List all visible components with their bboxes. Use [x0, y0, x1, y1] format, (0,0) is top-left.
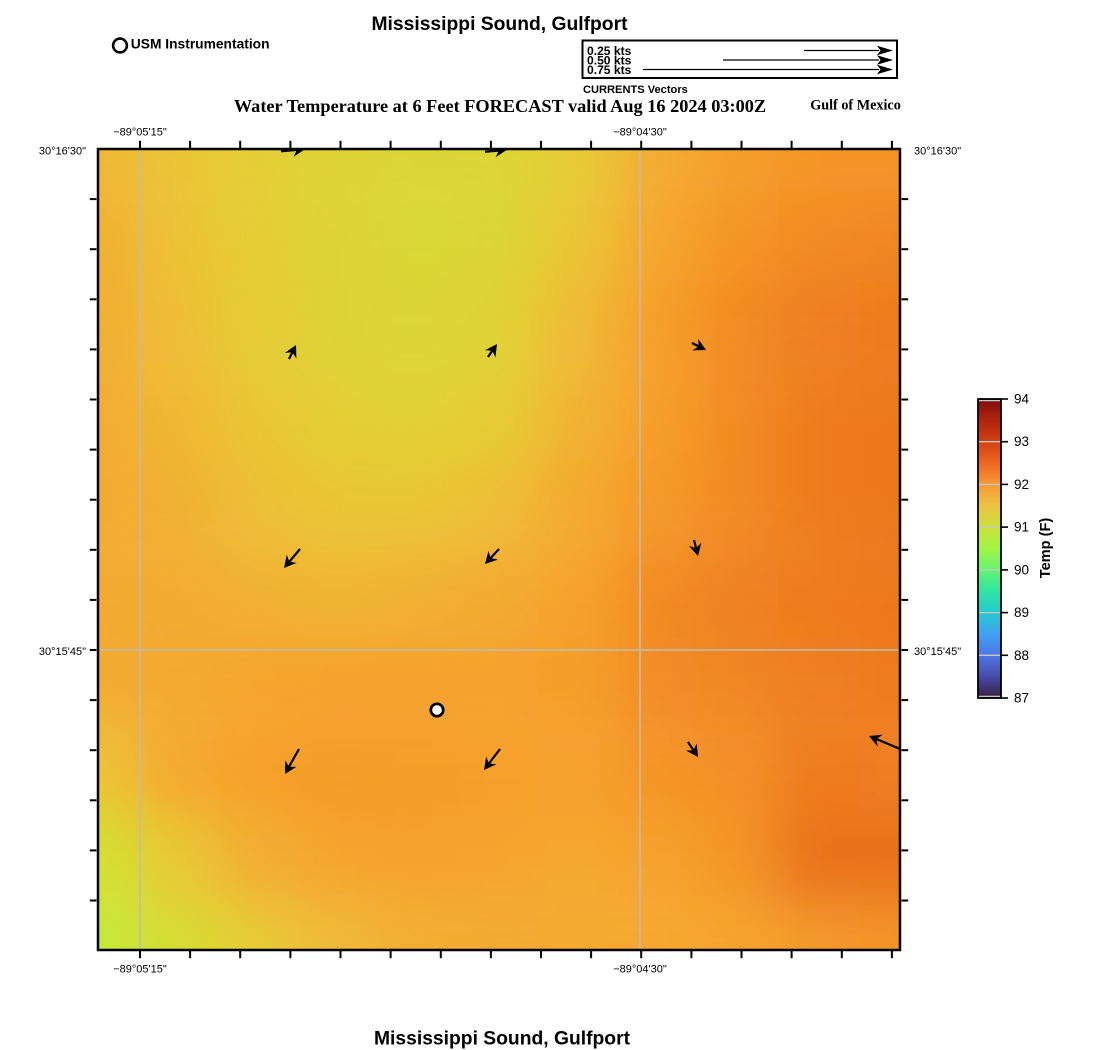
svg-text:−89°04'30": −89°04'30": [613, 964, 667, 976]
svg-text:91: 91: [1014, 520, 1029, 535]
svg-text:30°15'45": 30°15'45": [39, 646, 86, 658]
svg-text:90: 90: [1014, 562, 1029, 577]
svg-text:Temp (F): Temp (F): [1038, 518, 1054, 579]
svg-text:Water Temperature at 6 Feet FO: Water Temperature at 6 Feet FORECAST val…: [234, 96, 766, 116]
svg-text:30°16'30": 30°16'30": [39, 145, 86, 157]
svg-text:USM Instrumentation: USM Instrumentation: [131, 37, 270, 52]
svg-text:89: 89: [1014, 605, 1029, 620]
svg-text:94: 94: [1014, 392, 1030, 407]
svg-text:−89°05'15": −89°05'15": [113, 127, 167, 139]
svg-text:CURRENTS Vectors: CURRENTS Vectors: [583, 84, 688, 96]
svg-text:0.50 kts: 0.50 kts: [587, 53, 632, 67]
svg-text:Mississippi Sound, Gulfport: Mississippi Sound, Gulfport: [374, 1029, 631, 1050]
svg-text:30°16'30": 30°16'30": [914, 145, 961, 157]
svg-text:0.25 kts: 0.25 kts: [587, 44, 632, 58]
svg-text:87: 87: [1014, 691, 1029, 706]
svg-text:93: 93: [1014, 434, 1029, 449]
svg-text:88: 88: [1014, 648, 1029, 663]
svg-text:0.75 kts: 0.75 kts: [587, 63, 632, 77]
svg-text:Mississippi Sound, Gulfport: Mississippi Sound, Gulfport: [371, 14, 628, 35]
svg-text:30°15'45": 30°15'45": [914, 646, 961, 658]
svg-text:92: 92: [1014, 477, 1029, 492]
svg-text:−89°05'15": −89°05'15": [113, 964, 167, 976]
svg-text:−89°04'30": −89°04'30": [613, 127, 667, 139]
svg-text:Gulf of Mexico: Gulf of Mexico: [810, 98, 901, 114]
